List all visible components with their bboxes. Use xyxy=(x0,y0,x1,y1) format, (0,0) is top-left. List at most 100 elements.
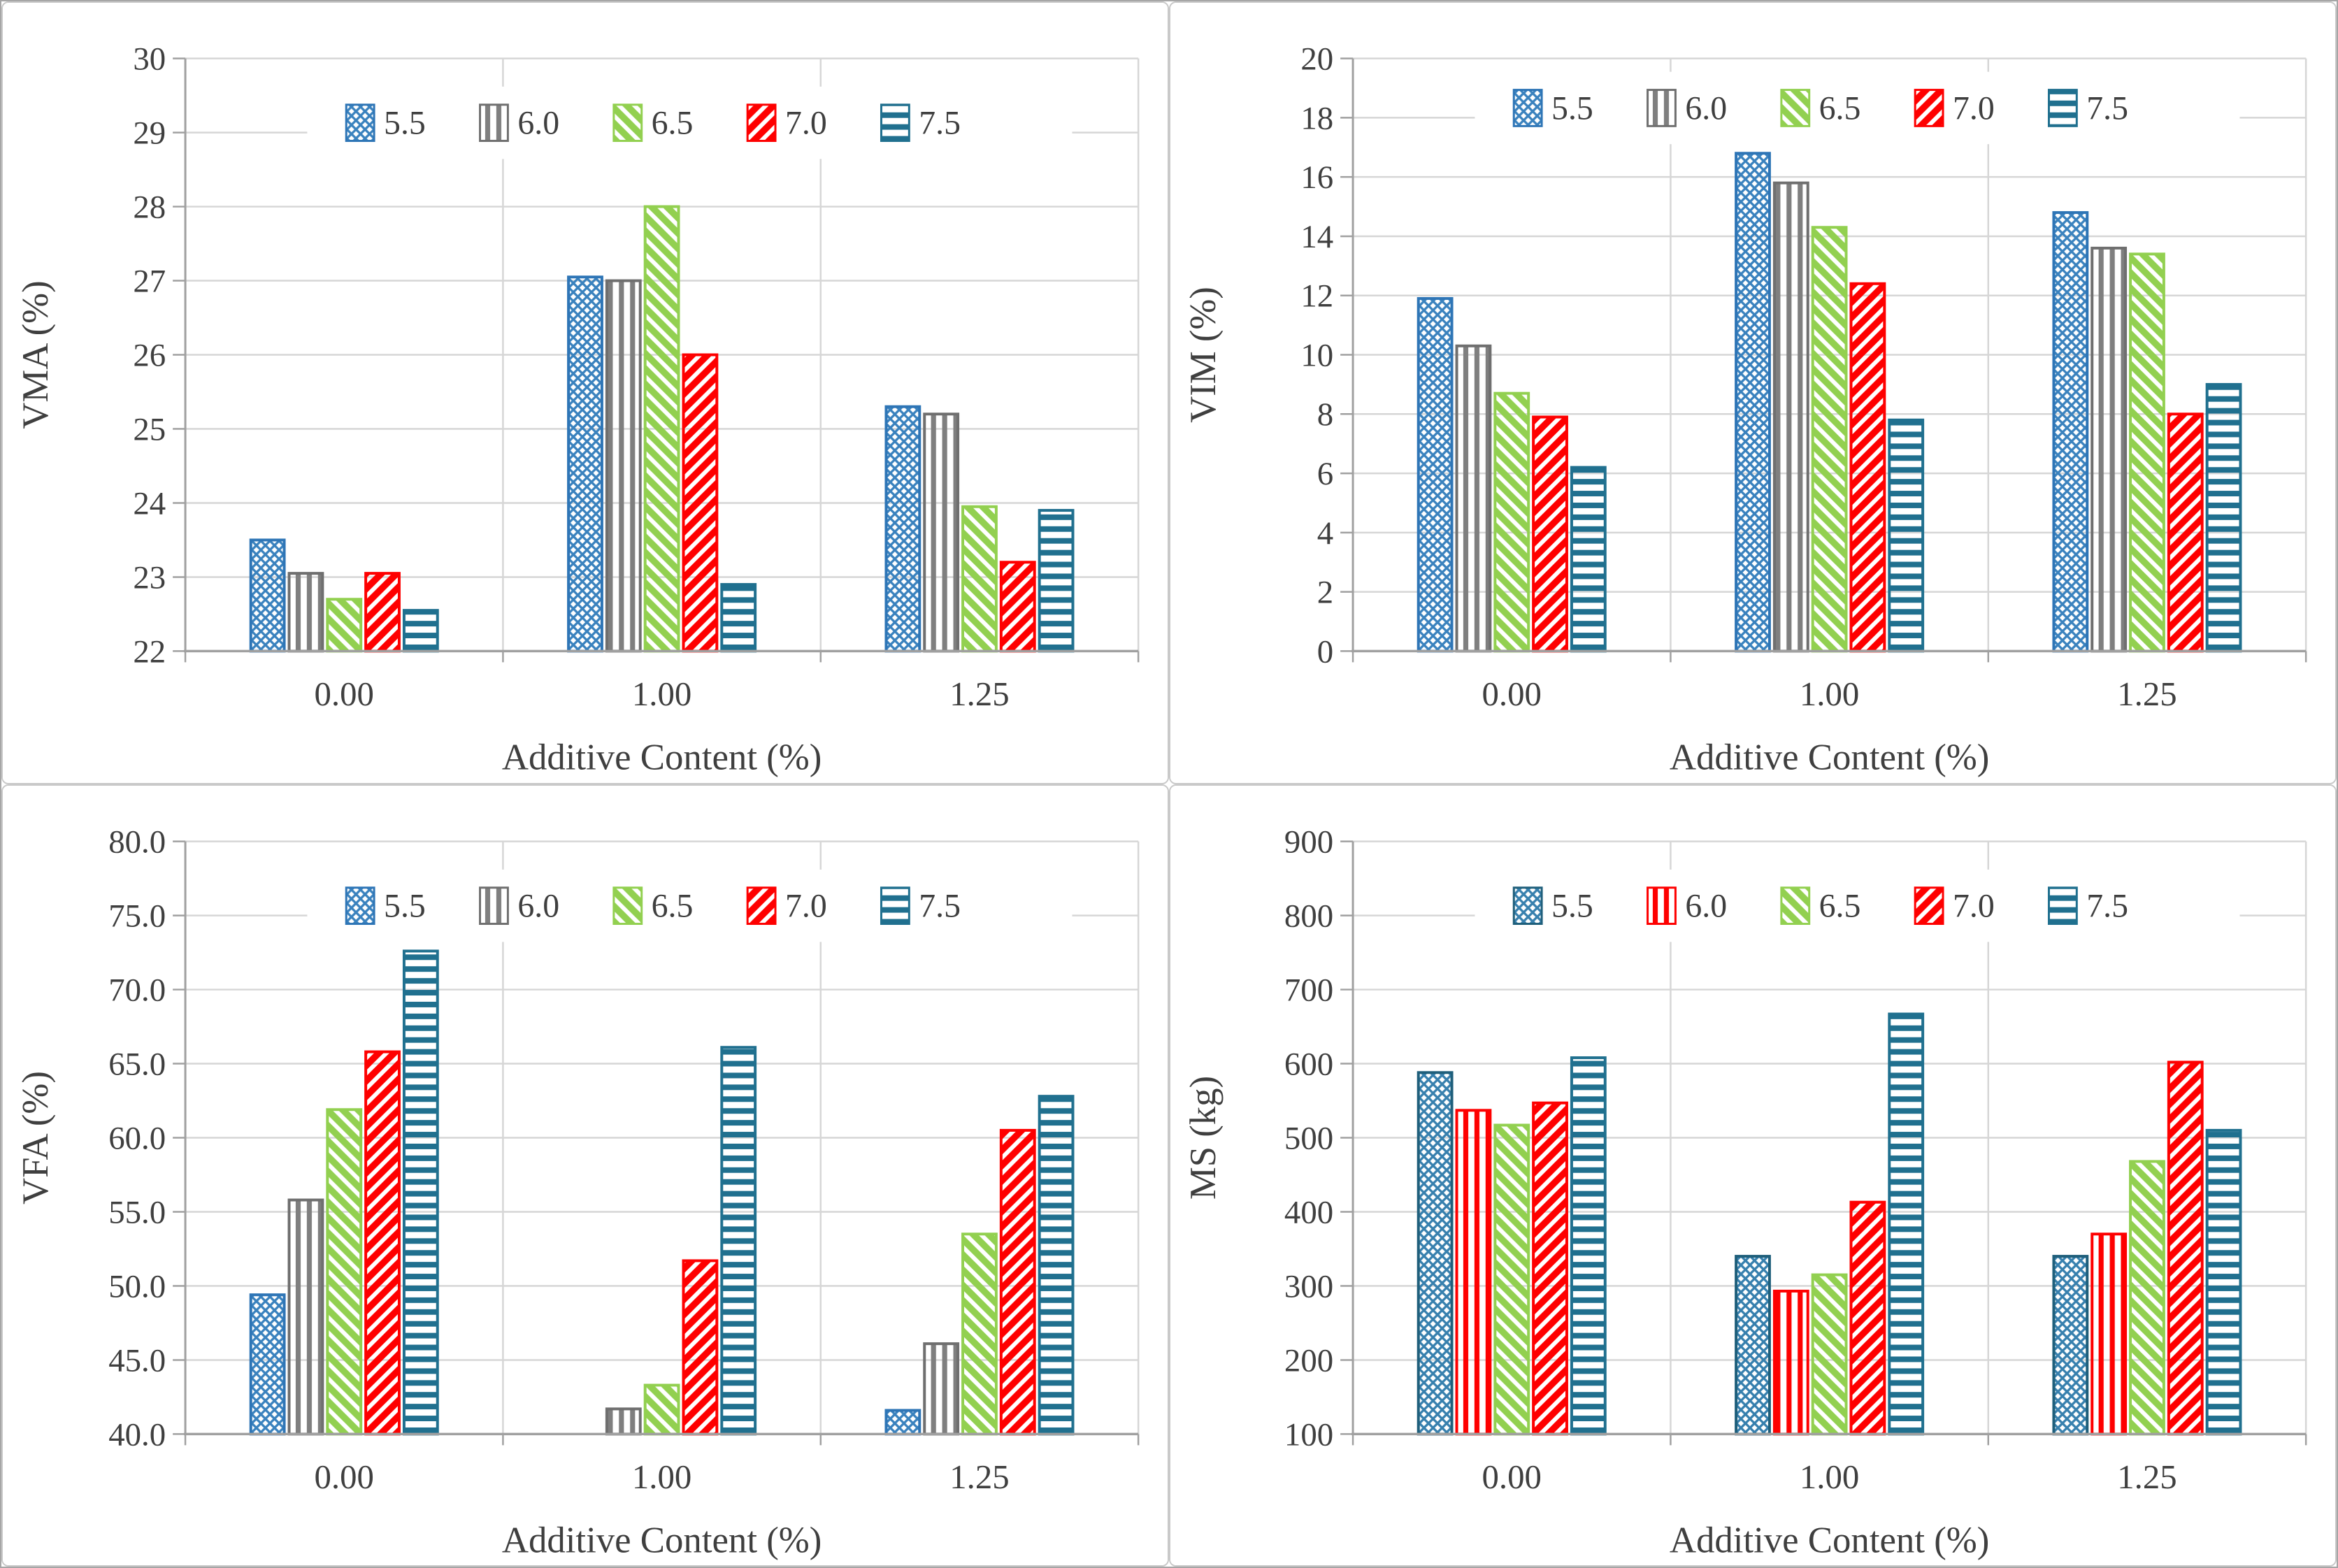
legend-item-6.5: 6.5 xyxy=(612,103,693,143)
legend-item-6.0: 6.0 xyxy=(479,886,559,925)
y-tick-label: 100 xyxy=(1284,1416,1333,1453)
vertical-stripes-icon xyxy=(1647,886,1677,925)
chart-panel-vim: 5.5 6.0 6.5 7.0 7.5 0 2 4 6 8 10 12 14 16 18 20 0.00 1.00… xyxy=(1169,1,2337,784)
diagonal-down-stripes-icon xyxy=(612,103,643,143)
bar-7.0-1.25 xyxy=(999,561,1036,653)
chart-panel-vma: 5.5 6.0 6.5 7.0 7.5 22 23 24 25 26 27 28 29 30 0.00 1.0… xyxy=(1,1,1169,784)
y-tick-label: 80.0 xyxy=(108,823,166,860)
bar-6.0-1.00 xyxy=(1772,181,1809,653)
bar-7.0-0.00 xyxy=(1532,415,1568,653)
x-category-label: 1.25 xyxy=(949,1458,1009,1496)
bar-6.5-1.25 xyxy=(961,1232,998,1435)
legend-item-6.0: 6.0 xyxy=(1647,89,1727,127)
bar-7.5-1.00 xyxy=(720,583,757,653)
y-axis-title: MS (kg) xyxy=(1183,1075,1224,1199)
y-tick-label: 400 xyxy=(1284,1194,1333,1230)
legend-item-6.0: 6.0 xyxy=(1647,886,1727,925)
diagonal-down-stripes-icon xyxy=(1780,886,1811,925)
legend-label: 7.5 xyxy=(2086,887,2128,924)
diagonal-up-stripes-icon xyxy=(1914,886,1944,925)
y-tick-label: 65.0 xyxy=(108,1046,166,1082)
legend-label: 5.5 xyxy=(384,887,426,924)
bar-5.5-1.25 xyxy=(2052,1254,2089,1435)
legend-item-5.5: 5.5 xyxy=(1512,886,1593,925)
legend-label: 7.0 xyxy=(785,887,827,924)
vma-chart: 5.5 6.0 6.5 7.0 7.5 22 23 24 25 26 27 28 29 30 0.00 1.0… xyxy=(3,3,1168,783)
bar-6.0-1.00 xyxy=(605,279,642,653)
x-category-label: 1.00 xyxy=(1800,1458,1859,1496)
y-tick-label: 26 xyxy=(133,337,166,373)
bar-6.0-0.00 xyxy=(1455,1108,1492,1435)
y-tick-label: 23 xyxy=(133,559,166,596)
legend-label: 6.5 xyxy=(1819,887,1861,924)
legend-background xyxy=(307,869,1073,942)
vim-chart: 5.5 6.0 6.5 7.0 7.5 0 2 4 6 8 10 12 14 16 18 20 0.00 1.00… xyxy=(1170,3,2335,783)
bar-7.0-1.00 xyxy=(1849,282,1886,653)
crosshatch-icon xyxy=(1512,886,1543,925)
bar-7.5-1.25 xyxy=(2205,382,2242,653)
y-tick-label: 14 xyxy=(1300,219,1333,255)
legend-label: 7.0 xyxy=(1953,89,1995,127)
legend-label: 6.5 xyxy=(652,887,694,924)
y-tick-label: 600 xyxy=(1284,1046,1333,1082)
bar-6.5-1.25 xyxy=(2129,1159,2165,1435)
bar-7.0-1.00 xyxy=(1849,1200,1886,1435)
legend-item-5.5: 5.5 xyxy=(345,886,426,925)
bar-7.5-1.00 xyxy=(720,1045,757,1435)
bar-6.5-0.00 xyxy=(1493,1123,1530,1435)
bar-5.5-1.25 xyxy=(884,405,921,653)
y-tick-label: 22 xyxy=(133,633,166,670)
bar-6.5-1.00 xyxy=(643,1383,680,1435)
y-tick-label: 75.0 xyxy=(108,898,166,934)
legend-label: 6.5 xyxy=(1819,89,1861,127)
y-axis-title: VFA (%) xyxy=(15,1071,56,1204)
x-axis-title: Additive Content (%) xyxy=(1670,738,1990,778)
y-tick-label: 20 xyxy=(1300,41,1333,78)
legend-label: 5.5 xyxy=(384,105,426,142)
bar-6.5-0.00 xyxy=(326,1107,363,1435)
x-axis-title: Additive Content (%) xyxy=(502,1520,822,1560)
x-axis-title: Additive Content (%) xyxy=(502,738,822,778)
legend-item-5.5: 5.5 xyxy=(1512,89,1593,127)
bar-5.5-0.00 xyxy=(249,1293,286,1435)
bar-7.0-0.00 xyxy=(364,572,401,653)
bar-5.5-0.00 xyxy=(1417,296,1454,653)
legend-label: 5.5 xyxy=(1551,89,1593,127)
bar-7.0-0.00 xyxy=(364,1050,401,1435)
legend-item-6.5: 6.5 xyxy=(1780,886,1861,925)
bar-6.0-1.00 xyxy=(605,1407,642,1435)
bar-5.5-0.00 xyxy=(249,538,286,653)
legend-label: 6.0 xyxy=(517,105,559,142)
legend-label: 7.0 xyxy=(1953,887,1995,924)
bar-5.5-1.00 xyxy=(567,275,603,653)
bar-6.5-1.25 xyxy=(961,505,998,653)
legend-item-7.5: 7.5 xyxy=(2047,886,2128,925)
crosshatch-icon xyxy=(1512,89,1543,127)
bar-5.5-0.00 xyxy=(1417,1070,1454,1435)
legend-label: 6.0 xyxy=(1685,887,1727,924)
crosshatch-icon xyxy=(345,103,375,143)
y-tick-label: 30 xyxy=(133,41,166,78)
x-category-label: 0.00 xyxy=(315,675,374,713)
x-category-label: 1.00 xyxy=(1800,675,1859,713)
y-tick-label: 800 xyxy=(1284,898,1333,934)
bar-6.0-0.00 xyxy=(1455,344,1492,653)
bar-6.5-0.00 xyxy=(326,598,363,653)
legend-item-7.5: 7.5 xyxy=(880,886,961,925)
bar-7.5-1.25 xyxy=(1038,509,1075,653)
legend-label: 7.5 xyxy=(919,887,961,924)
chart-panel-ms: 5.5 6.0 6.5 7.0 7.5 100 200 300 400 500 600 700 800 9… xyxy=(1169,784,2337,1567)
bar-5.5-1.00 xyxy=(1735,152,1771,653)
diagonal-up-stripes-icon xyxy=(1914,89,1944,127)
vertical-stripes-icon xyxy=(479,103,509,143)
bar-7.5-1.00 xyxy=(1888,418,1925,653)
bar-6.0-1.25 xyxy=(923,412,960,653)
y-tick-label: 55.0 xyxy=(108,1194,166,1230)
bar-7.0-1.25 xyxy=(2167,412,2204,653)
horizontal-stripes-icon xyxy=(2047,89,2078,127)
x-category-label: 1.00 xyxy=(632,1458,691,1496)
x-category-label: 1.25 xyxy=(2117,675,2176,713)
y-tick-label: 500 xyxy=(1284,1120,1333,1156)
y-tick-label: 29 xyxy=(133,115,166,152)
